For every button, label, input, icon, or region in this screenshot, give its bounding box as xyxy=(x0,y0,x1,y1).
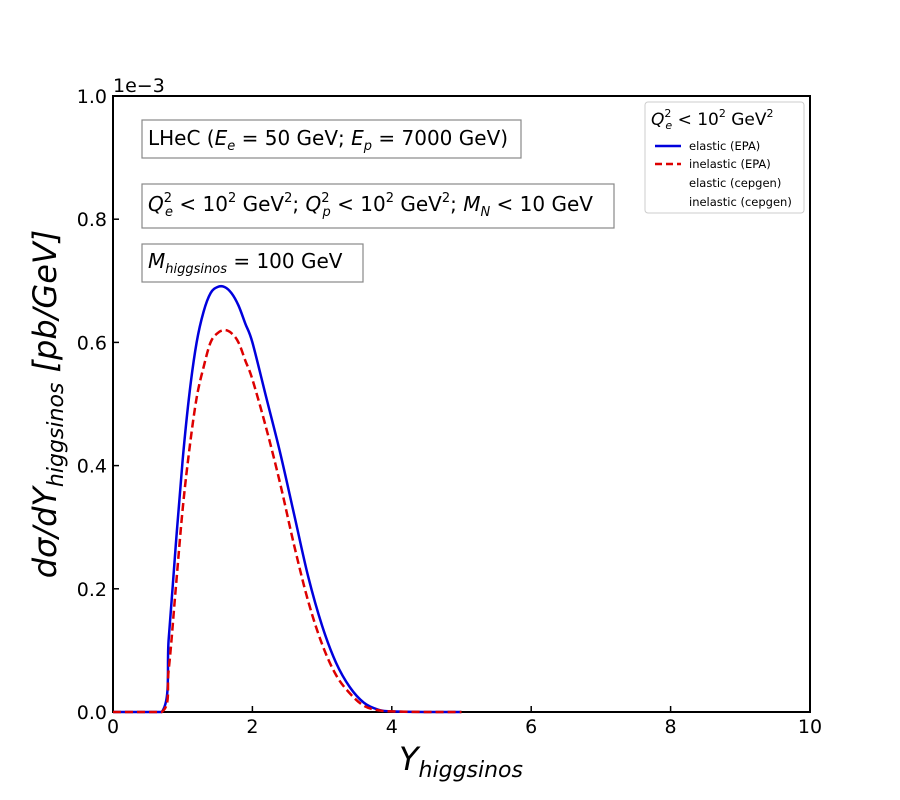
y-tick-label: 0.2 xyxy=(77,579,107,601)
legend-label-inelastic-epa: inelastic (EPA) xyxy=(689,157,771,171)
y-axis-label: dσ/dYhiggsinos [pb/GeV] xyxy=(26,230,69,579)
legend-label-elastic-epa: elastic (EPA) xyxy=(689,139,760,153)
x-tick-label: 6 xyxy=(525,716,537,738)
y-tick-label: 0.0 xyxy=(77,702,107,724)
x-axis-label: Yhiggsinos xyxy=(399,740,523,783)
annotation-beam: LHeC (Ee = 50 GeV; Ep = 7000 GeV) xyxy=(141,119,522,159)
y-tick-label: 1.0 xyxy=(77,86,107,108)
x-tick-label: 0 xyxy=(107,716,119,738)
x-tick-label: 2 xyxy=(246,716,258,738)
annotation-mass: Mhiggsinos = 100 GeV xyxy=(141,243,364,283)
legend: Q2 e < 102 GeV2 elastic (EPA) inelastic (… xyxy=(644,101,805,214)
y-tick-label: 0.6 xyxy=(77,332,107,354)
series-line-inelastic-epa xyxy=(113,328,462,714)
x-tick-label: 8 xyxy=(665,716,677,738)
svg-text:Mhiggsinos = 100 GeV: Mhiggsinos = 100 GeV xyxy=(148,249,343,277)
legend-label-elastic-cepgen: elastic (cepgen) xyxy=(689,176,781,190)
annotation-cuts: Q2 e < 102 GeV2; Q2 p < 102 GeV2; MN < 10 … xyxy=(141,183,615,229)
y-multiplier: 1e−3 xyxy=(113,75,165,97)
svg-text:Q2e < 102 GeV2; Q2p < 102 GeV2: Q2 e < 102 GeV2; Q2 p < 102 GeV2; MN < 10 … xyxy=(148,191,593,220)
legend-title: Q2 e < 102 GeV2 xyxy=(651,107,774,132)
y-tick-label: 0.4 xyxy=(77,456,107,478)
y-tick-label: 0.8 xyxy=(77,209,107,231)
x-tick-label: 10 xyxy=(798,716,822,738)
svg-text:LHeC (Ee = 50 GeV; Ep = 7000 G: LHeC (Ee = 50 GeV; Ep = 7000 GeV) xyxy=(148,126,508,154)
legend-label-inelastic-cepgen: inelastic (cepgen) xyxy=(689,195,792,209)
x-tick-label: 4 xyxy=(386,716,398,738)
series-line-elastic-epa xyxy=(113,284,462,714)
